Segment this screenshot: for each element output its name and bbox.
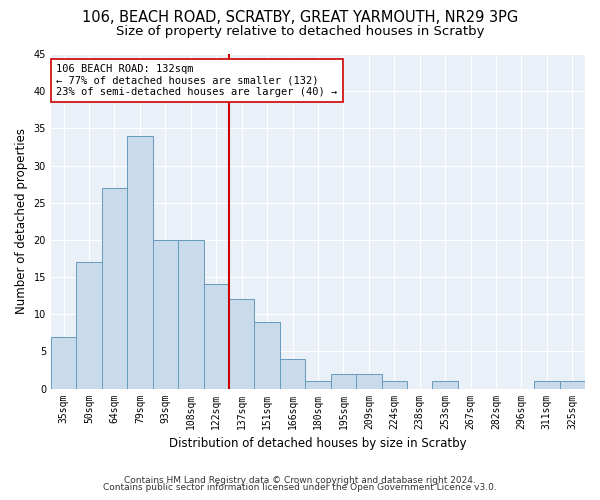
Bar xyxy=(152,240,178,388)
Text: Size of property relative to detached houses in Scratby: Size of property relative to detached ho… xyxy=(116,25,484,38)
Bar xyxy=(178,240,203,388)
Bar xyxy=(254,322,280,388)
Bar xyxy=(534,381,560,388)
Bar xyxy=(229,300,254,388)
Bar xyxy=(280,359,305,388)
Bar xyxy=(331,374,356,388)
Bar xyxy=(51,336,76,388)
Text: 106 BEACH ROAD: 132sqm
← 77% of detached houses are smaller (132)
23% of semi-de: 106 BEACH ROAD: 132sqm ← 77% of detached… xyxy=(56,64,338,97)
Y-axis label: Number of detached properties: Number of detached properties xyxy=(15,128,28,314)
Bar xyxy=(76,262,102,388)
Text: Contains HM Land Registry data © Crown copyright and database right 2024.: Contains HM Land Registry data © Crown c… xyxy=(124,476,476,485)
Bar xyxy=(560,381,585,388)
Text: Contains public sector information licensed under the Open Government Licence v3: Contains public sector information licen… xyxy=(103,484,497,492)
Bar xyxy=(433,381,458,388)
X-axis label: Distribution of detached houses by size in Scratby: Distribution of detached houses by size … xyxy=(169,437,467,450)
Bar xyxy=(382,381,407,388)
Bar xyxy=(356,374,382,388)
Bar xyxy=(102,188,127,388)
Text: 106, BEACH ROAD, SCRATBY, GREAT YARMOUTH, NR29 3PG: 106, BEACH ROAD, SCRATBY, GREAT YARMOUTH… xyxy=(82,10,518,25)
Bar xyxy=(203,284,229,389)
Bar xyxy=(127,136,152,388)
Bar xyxy=(305,381,331,388)
